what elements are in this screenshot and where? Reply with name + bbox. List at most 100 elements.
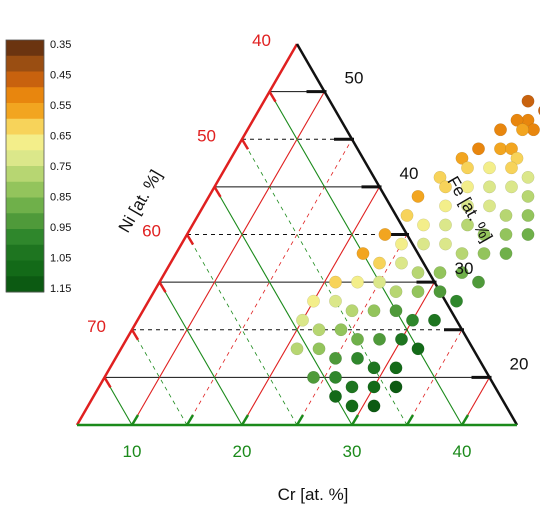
data-point [499,228,513,241]
data-point [483,161,496,175]
tick-labels: 20 30 40 50 10 20 30 40 40 50 60 70 [87,31,528,461]
data-point [329,389,342,403]
data-point [450,294,463,308]
colorbar-segment [6,166,44,183]
colorbar-segment [6,134,44,151]
colorbar-label: 0.65 [50,131,71,143]
colorbar-label: 1.05 [50,253,71,265]
data-point [329,370,342,384]
data-point [505,180,518,194]
data-point [455,266,469,280]
colorbar-segment [6,118,44,135]
ni-tick-label: 60 [142,222,161,241]
cr-tick [130,414,140,426]
colorbar-segment [6,55,44,72]
colorbar-segment [6,87,44,104]
data-point [312,342,326,356]
cr-gridline [406,329,463,426]
data-point [461,180,474,194]
data-points [290,94,540,413]
data-point [367,361,381,375]
data-point [455,247,469,261]
colorbar-segment [6,197,44,214]
ternary-grid [104,91,490,426]
data-point [345,304,359,318]
data-point [406,313,419,327]
data-point [439,180,452,194]
data-point [499,209,513,222]
data-point [510,151,524,165]
cr-tick-label: 40 [453,442,472,461]
colorbar-segment [6,71,44,88]
data-point [373,256,386,270]
colorbar-segment [6,213,44,230]
data-point [329,294,342,308]
ni-gridline [131,329,188,426]
data-point [290,342,304,356]
data-point [329,275,342,289]
cr-gridline [351,281,435,426]
data-point [395,332,408,346]
colorbar-label: 0.35 [50,39,71,51]
data-point [494,142,507,156]
data-point [351,351,364,365]
data-point [389,361,403,375]
data-point [499,247,513,261]
data-point [461,199,474,213]
data-point [334,323,348,337]
cr-tick-label: 30 [343,442,362,461]
data-point [356,247,370,261]
data-point [477,228,491,241]
colorbar-labels: 0.35 0.45 0.55 0.65 0.75 0.85 0.95 1.05 1.15 [50,39,71,295]
colorbar-label: 0.75 [50,161,71,173]
data-point [307,370,320,384]
data-point [395,256,408,270]
colorbar-label: 0.95 [50,222,71,234]
data-point [373,332,386,346]
data-point [433,170,447,184]
data-point [296,313,309,327]
data-point [351,275,364,289]
data-point [345,380,359,394]
data-point [389,304,403,318]
data-point [494,123,507,137]
data-point [389,285,403,299]
data-point [389,380,403,394]
data-point [367,380,381,394]
cr-tick [405,414,415,426]
data-point [307,294,320,308]
data-point [521,209,535,222]
colorbar-label: 0.45 [50,70,71,82]
ni-gridline [214,186,353,426]
data-point [411,189,425,203]
ni-tick [158,281,167,293]
cr-tick [350,414,360,426]
ni-tick-label: 40 [252,31,271,50]
data-point [461,218,474,232]
ni-tick [185,233,195,246]
colorbar-label: 0.85 [50,192,71,204]
data-point [477,247,491,261]
ni-tick [103,376,112,389]
data-point [411,266,425,280]
ternary-frame [75,43,519,427]
colorbar-segment [6,103,44,120]
data-point [417,237,430,251]
data-point [472,275,485,289]
data-point [516,123,529,137]
cr-axis-title: Cr [at. %] [278,485,349,504]
colorbar-segment [6,260,44,277]
data-point [312,323,326,337]
data-point [461,161,474,175]
data-point [505,161,518,175]
colorbar-segment [6,244,44,261]
cr-tick-label: 10 [123,442,142,461]
ni-tick [213,186,222,198]
data-point [411,342,425,356]
data-point [433,285,447,299]
ni-tick [130,329,140,341]
cr-tick [295,414,305,426]
data-point [521,228,535,241]
colorbar-segment [6,276,44,293]
